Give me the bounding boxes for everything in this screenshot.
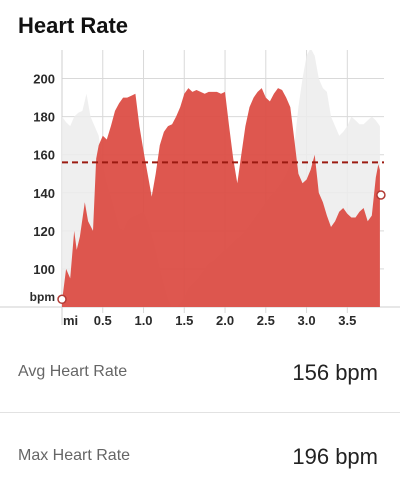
divider — [0, 412, 400, 413]
y-tick-label: 100 — [33, 262, 55, 277]
start-marker — [57, 294, 67, 305]
heart-rate-chart: 100 120 140 160 180 200 0.5 1.0 1.5 2.0 2.5 3.0 3.5… — [0, 50, 400, 330]
y-tick-label: 160 — [33, 148, 55, 163]
max-heart-rate-row: Max Heart Rate 196 bpm — [0, 428, 400, 488]
y-tick-label: 180 — [33, 110, 55, 125]
max-heart-rate-value: 196 bpm — [292, 444, 378, 469]
y-axis-unit-label: bpm — [30, 290, 55, 304]
x-axis-labels: 0.5 1.0 1.5 2.0 2.5 3.0 3.5 — [94, 313, 357, 328]
x-tick-label: 1.0 — [134, 313, 152, 328]
avg-heart-rate-value: 156 bpm — [292, 360, 378, 385]
y-tick-label: 140 — [33, 186, 55, 201]
avg-heart-rate-label: Avg Heart Rate — [18, 363, 128, 380]
x-tick-label: 0.5 — [94, 313, 112, 328]
x-tick-label: 2.0 — [216, 313, 234, 328]
avg-heart-rate-row: Avg Heart Rate 156 bpm — [0, 344, 400, 404]
x-tick-label: 3.0 — [298, 313, 316, 328]
x-tick-label: 2.5 — [257, 313, 275, 328]
y-axis-labels: 100 120 140 160 180 200 — [33, 72, 55, 277]
y-tick-label: 200 — [33, 72, 55, 87]
x-axis-unit-label: mi — [63, 313, 78, 328]
max-heart-rate-label: Max Heart Rate — [18, 447, 131, 464]
x-tick-label: 1.5 — [175, 313, 193, 328]
y-tick-label: 120 — [33, 224, 55, 239]
heart-rate-area — [62, 88, 380, 307]
end-marker — [376, 190, 386, 200]
x-tick-label: 3.5 — [338, 313, 356, 328]
page-title: Heart Rate — [18, 13, 129, 38]
heart-rate-chart-svg: 100 120 140 160 180 200 0.5 1.0 1.5 2.0 2.5 3.0 3.5… — [0, 50, 400, 330]
